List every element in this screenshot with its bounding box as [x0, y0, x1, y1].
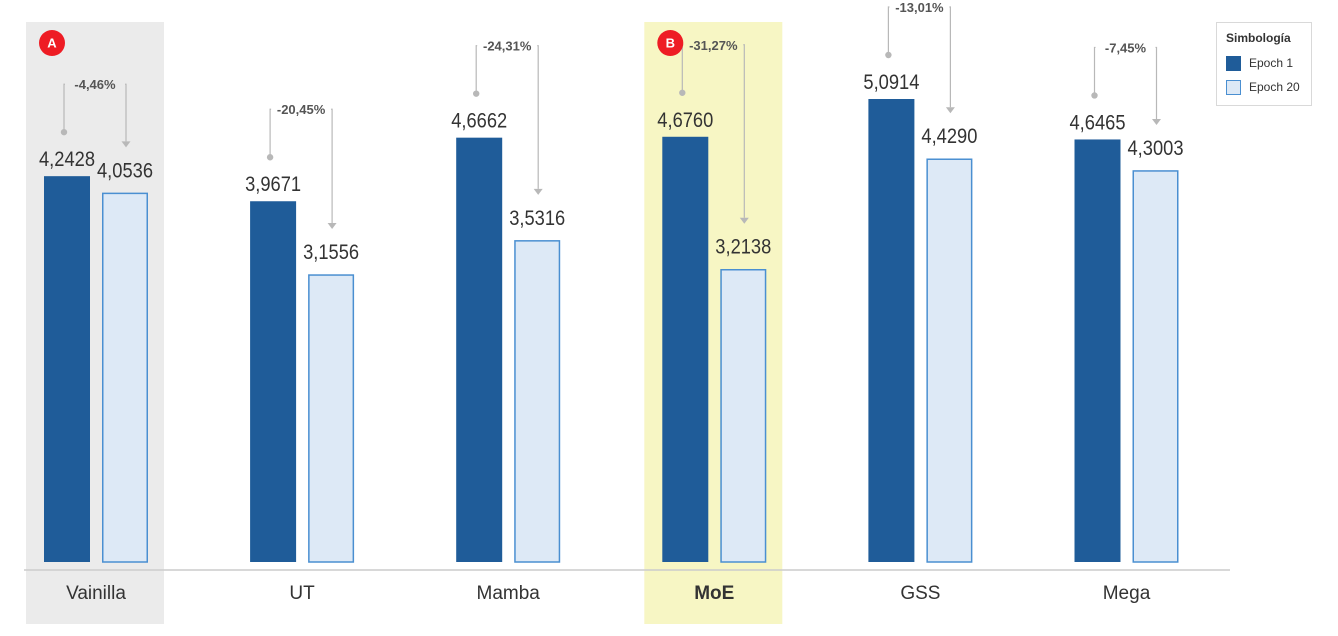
change-label-mega: -7,45%: [1105, 40, 1147, 55]
change-label-bg-mega: [1095, 37, 1156, 58]
change-connector-arrow-mamba: [533, 188, 543, 195]
value-label-epoch20-gss: 4,4290: [921, 125, 977, 148]
change-label-bg-gss: [889, 0, 950, 17]
value-label-epoch1-vainilla: 4,2428: [39, 148, 95, 171]
legend-swatch-epoch1: [1226, 55, 1241, 71]
bar-epoch20-mega: [1132, 170, 1179, 563]
change-connector-dot-mamba: [473, 90, 480, 97]
bar-epoch1-gss: [868, 99, 915, 562]
change-connector-mega: [1093, 46, 1158, 119]
bar-epoch1-vainilla: [44, 176, 90, 563]
change-label-bg-ut: [271, 99, 332, 120]
change-label-mamba: -24,31%: [483, 39, 532, 54]
change-connector-arrow-mega: [1152, 118, 1161, 125]
value-label-epoch20-moe: 3,2138: [715, 236, 771, 259]
category-label-mega: Mega: [1103, 583, 1151, 604]
legend-label-epoch20: Epoch 20: [1249, 80, 1300, 94]
bar-epoch20-ut: [308, 274, 355, 563]
badge-label-a: A: [47, 36, 57, 51]
badge-b: [657, 30, 684, 56]
change-connector-dot-mega: [1091, 92, 1098, 99]
change-label-bg-vainilla: [65, 74, 125, 95]
category-label-vainilla: Vainilla: [66, 583, 126, 604]
legend: Simbología Epoch 1 Epoch 20: [1216, 22, 1312, 106]
change-label-moe: -31,27%: [689, 38, 738, 53]
category-label-mamba: Mamba: [477, 583, 541, 604]
change-label-ut: -20,45%: [277, 102, 326, 117]
category-label-moe: MoE: [694, 583, 734, 604]
value-label-epoch1-gss: 5,0914: [863, 71, 919, 94]
value-label-epoch20-vainilla: 4,0536: [97, 159, 153, 182]
bar-epoch20-moe: [720, 268, 767, 563]
change-connector-arrow-moe: [739, 217, 749, 224]
change-label-bg-mamba: [477, 35, 538, 56]
category-label-gss: GSS: [900, 583, 940, 604]
change-connector-arrow-ut: [327, 223, 337, 230]
change-label-vainilla: -4,46%: [74, 77, 116, 92]
change-connector-dot-gss: [885, 51, 892, 59]
legend-item-epoch1: Epoch 1: [1226, 51, 1311, 75]
bar-epoch1-moe: [662, 136, 709, 562]
value-label-epoch20-mamba: 3,5316: [509, 207, 565, 230]
change-label-gss: -13,01%: [895, 0, 944, 15]
bar-epoch1-ut: [250, 201, 297, 562]
category-label-ut: UT: [289, 583, 315, 604]
value-label-epoch20-mega: 4,3003: [1128, 137, 1184, 160]
change-label-bg-moe: [683, 34, 744, 55]
change-connector-arrow-gss: [945, 107, 955, 114]
bar-epoch20-mamba: [514, 240, 561, 563]
bar-epoch20-vainilla: [102, 192, 148, 563]
change-connector-dot-vainilla: [60, 128, 68, 136]
value-label-epoch20-ut: 3,1556: [303, 241, 359, 264]
legend-label-epoch1: Epoch 1: [1249, 56, 1294, 70]
legend-swatch-epoch20: [1226, 79, 1241, 95]
legend-title: Simbología: [1226, 31, 1291, 45]
value-label-epoch1-moe: 4,6760: [657, 109, 713, 132]
bar-epoch1-mamba: [456, 137, 503, 562]
value-label-epoch1-ut: 3,9671: [245, 173, 301, 196]
bar-epoch1-mega: [1074, 139, 1121, 562]
legend-item-epoch20: Epoch 20: [1226, 75, 1311, 99]
value-label-epoch1-mega: 4,6465: [1070, 111, 1126, 134]
change-connector-dot-moe: [679, 89, 686, 96]
badge-label-b: B: [666, 36, 675, 51]
value-label-epoch1-mamba: 4,6662: [451, 110, 507, 133]
change-connector-dot-ut: [266, 154, 274, 161]
bar-epoch20-gss: [926, 158, 973, 563]
badge-a: [39, 30, 65, 56]
change-connector-arrow-vainilla: [121, 141, 131, 148]
